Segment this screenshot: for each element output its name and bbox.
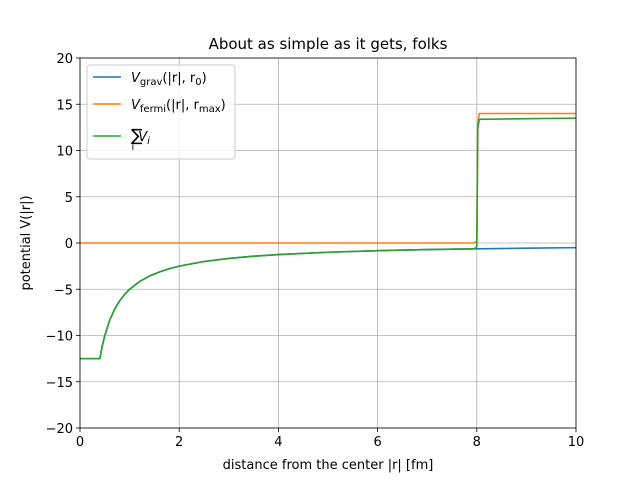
y-tick-label: 5 (65, 191, 73, 206)
y-tick-label: −15 (46, 376, 73, 391)
legend-entry-1: Vgrav(|r|, r0) (93, 71, 207, 88)
legend: Vgrav(|r|, r0) Vfermi(|r|, rmax) ∑ iVi (86, 64, 236, 160)
legend-box (86, 64, 236, 160)
series-line-1 (80, 246, 577, 360)
chart-title: About as simple as it gets, folks (209, 35, 448, 53)
axis-ticks: 0 2 4 6 8 10 −20 −15 −10 −5 0 5 10 15 20 (46, 52, 585, 450)
legend-entry-2: Vfermi(|r|, rmax) (93, 98, 226, 115)
y-tick-label: 10 (56, 145, 73, 160)
x-axis-label: distance from the center |r| [fm] (223, 458, 434, 473)
legend-entry-3: ∑ iVi (93, 126, 150, 153)
y-tick-label: −20 (46, 422, 73, 437)
legend-label: ∑ iVi (131, 126, 150, 153)
y-tick-label: 20 (56, 52, 73, 67)
x-tick-label: 6 (373, 435, 381, 450)
x-tick-label: 10 (568, 435, 585, 450)
x-tick-label: 8 (473, 435, 481, 450)
x-tick-label: 0 (76, 435, 84, 450)
y-tick-label: −10 (46, 330, 73, 345)
y-tick-label: 0 (65, 237, 73, 252)
series-line-3 (80, 117, 577, 360)
plot-lines (80, 112, 577, 360)
legend-label: Vgrav(|r|, r0) (131, 71, 207, 88)
x-tick-label: 2 (175, 435, 183, 450)
legend-label: Vfermi(|r|, rmax) (131, 98, 226, 115)
y-tick-label: 15 (56, 98, 73, 113)
y-axis-label: potential V(|r|) (19, 195, 34, 290)
y-tick-label: −5 (54, 283, 73, 298)
x-tick-label: 4 (274, 435, 282, 450)
